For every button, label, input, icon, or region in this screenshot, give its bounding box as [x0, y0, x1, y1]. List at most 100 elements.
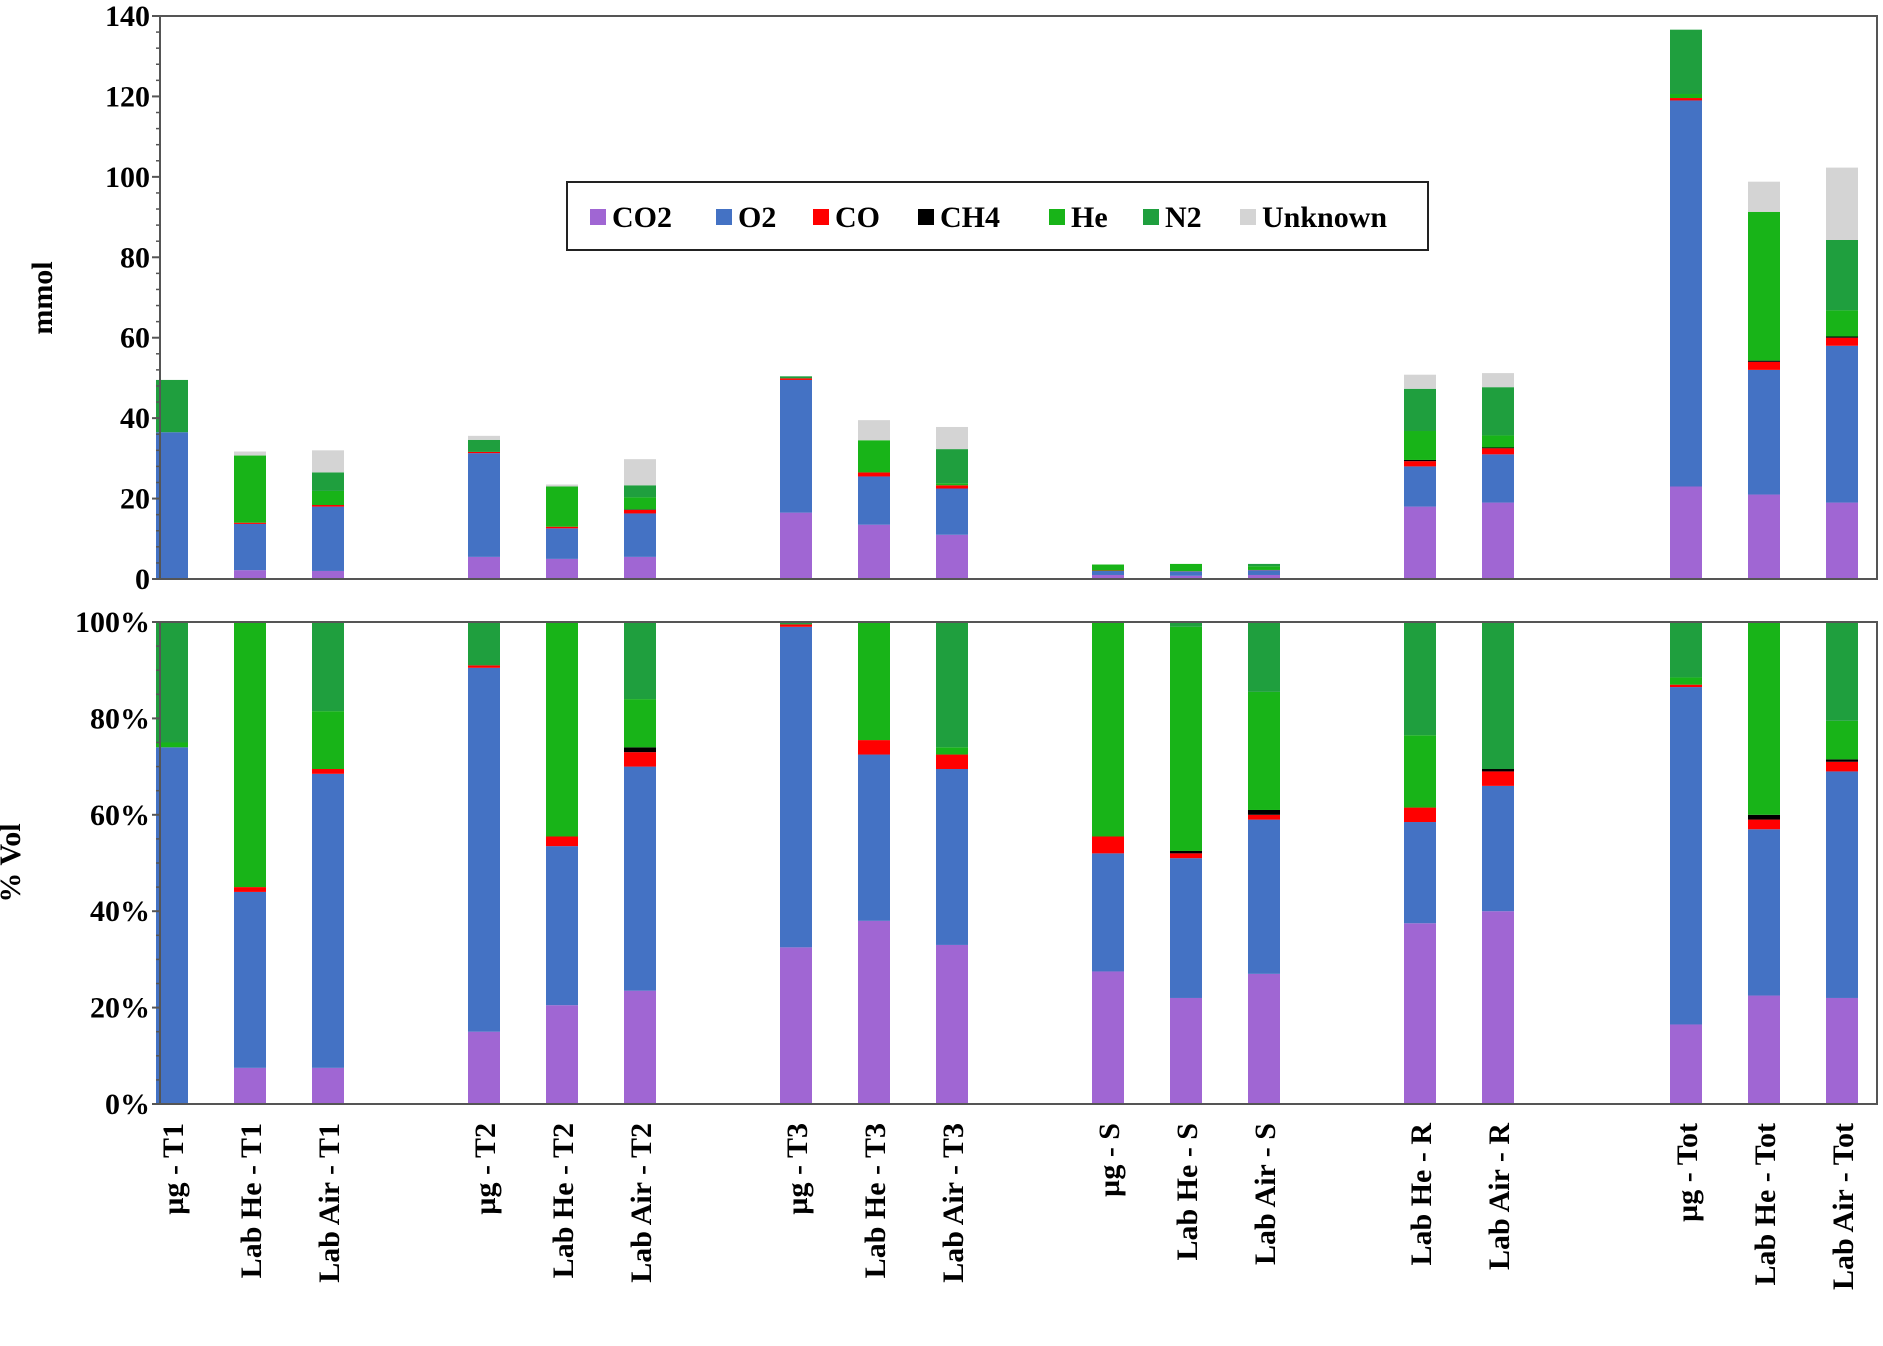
y-axis-title: mmol — [26, 261, 59, 334]
bar-vol-lab-he-t2-o2 — [546, 846, 578, 1005]
bar-mmol-lab-air-t1-n2 — [312, 472, 344, 490]
bar-vol-lab-air-t1-co2 — [312, 1068, 344, 1104]
bar-mmol-lab-air-t3-unknown — [936, 427, 968, 449]
bar-vol-lab-he-s-co2 — [1170, 998, 1202, 1104]
bar-mmol-lab-air-t2-o2 — [624, 513, 656, 556]
legend-swatch-o2 — [716, 209, 732, 225]
legend-label-co: CO — [835, 201, 880, 234]
bar-vol-g-s-co — [1092, 836, 1124, 853]
legend-swatch-ch4 — [918, 209, 934, 225]
bar-mmol-lab-air-t3-he — [936, 483, 968, 485]
y-tick-label: 40% — [90, 895, 150, 928]
bar-mmol-lab-he-tot-o2 — [1748, 370, 1780, 495]
bar-vol-lab-air-r-o2 — [1482, 786, 1514, 911]
bar-mmol-g-t2-co2 — [468, 557, 500, 579]
bar-vol-lab-air-tot-co — [1826, 762, 1858, 772]
y-tick-label: 40 — [120, 402, 150, 435]
category-label-lab-air-t1: Lab Air - T1 — [313, 1123, 346, 1283]
category-label-lab-air-tot: Lab Air - Tot — [1827, 1123, 1860, 1290]
bar-mmol-lab-he-r-co2 — [1404, 507, 1436, 579]
bar-vol-lab-he-r-he — [1404, 735, 1436, 807]
bar-mmol-lab-he-tot-co — [1748, 362, 1780, 370]
bottom-panel-vol: 0%20%40%60%80%100%% Vol — [0, 606, 1877, 1121]
bar-vol-g-t3-o2 — [780, 627, 812, 948]
bar-mmol-g-tot-co2 — [1670, 487, 1702, 579]
legend-swatch-co2 — [590, 209, 606, 225]
bar-vol-lab-air-t3-n2 — [936, 622, 968, 747]
bar-mmol-lab-air-tot-o2 — [1826, 346, 1858, 503]
category-label-lab-air-t3: Lab Air - T3 — [937, 1123, 970, 1283]
bar-vol-g-s-o2 — [1092, 853, 1124, 971]
legend-label-o2: O2 — [738, 201, 776, 234]
bar-vol-lab-he-t3-o2 — [858, 755, 890, 921]
bar-mmol-lab-he-t2-o2 — [546, 528, 578, 559]
bar-vol-lab-air-t3-co — [936, 755, 968, 769]
bar-vol-lab-air-s-ch4 — [1248, 810, 1280, 815]
bar-vol-lab-air-s-n2 — [1248, 622, 1280, 692]
bar-vol-g-t3-co2 — [780, 947, 812, 1104]
bar-vol-lab-air-t1-n2 — [312, 622, 344, 711]
bar-mmol-lab-air-r-unknown — [1482, 373, 1514, 387]
bar-mmol-lab-air-tot-co2 — [1826, 503, 1858, 579]
bar-vol-g-t2-o2 — [468, 668, 500, 1032]
y-tick-label: 0 — [135, 563, 150, 596]
bar-vol-lab-he-s-co — [1170, 853, 1202, 858]
bar-vol-lab-he-tot-co2 — [1748, 996, 1780, 1104]
legend-swatch-unknown — [1240, 209, 1256, 225]
bar-mmol-lab-he-tot-unknown — [1748, 182, 1780, 212]
bar-mmol-lab-he-t3-co2 — [858, 525, 890, 579]
y-tick-label: 20 — [120, 483, 150, 516]
bar-mmol-lab-he-t3-unknown — [858, 420, 890, 440]
y-tick-label: 60 — [120, 322, 150, 355]
bar-vol-lab-he-t3-co2 — [858, 921, 890, 1104]
bar-mmol-lab-he-t3-o2 — [858, 476, 890, 524]
y-tick-label: 100 — [105, 161, 150, 194]
bar-mmol-lab-he-t1-o2 — [234, 524, 266, 570]
bar-mmol-lab-air-t1-unknown — [312, 450, 344, 472]
bar-mmol-lab-he-t3-he — [858, 440, 890, 472]
bar-mmol-lab-air-t1-he — [312, 491, 344, 505]
bar-mmol-lab-he-r-n2 — [1404, 389, 1436, 431]
bar-vol-lab-air-s-he — [1248, 692, 1280, 810]
bar-vol-lab-he-s-o2 — [1170, 858, 1202, 998]
bar-mmol-lab-air-t1-co — [312, 505, 344, 507]
category-label-g-tot: µg - Tot — [1671, 1123, 1704, 1222]
bar-mmol-lab-he-t1-unknown — [234, 452, 266, 456]
bar-mmol-lab-he-t2-co — [546, 527, 578, 529]
bar-vol-lab-he-t1-co2 — [234, 1068, 266, 1104]
bar-vol-lab-air-t3-o2 — [936, 769, 968, 945]
bar-mmol-lab-air-tot-he — [1826, 310, 1858, 336]
bar-vol-g-tot-o2 — [1670, 687, 1702, 1024]
bar-vol-lab-air-t1-co — [312, 769, 344, 774]
legend-label-unknown: Unknown — [1262, 201, 1387, 234]
legend-label-co2: CO2 — [612, 201, 672, 234]
category-label-lab-he-r: Lab He - R — [1405, 1123, 1438, 1266]
bar-mmol-lab-air-t2-co — [624, 510, 656, 514]
legend-label-ch4: CH4 — [940, 201, 1000, 234]
bar-vol-lab-air-t1-he — [312, 711, 344, 769]
bar-vol-lab-he-tot-ch4 — [1748, 815, 1780, 820]
bar-vol-lab-air-tot-co2 — [1826, 998, 1858, 1104]
bar-vol-lab-he-t2-co — [546, 836, 578, 846]
bar-mmol-g-t2-unknown — [468, 436, 500, 440]
bar-mmol-lab-air-t1-co2 — [312, 571, 344, 579]
bar-vol-g-t2-co2 — [468, 1032, 500, 1104]
bar-vol-lab-air-t2-o2 — [624, 767, 656, 991]
y-tick-label: 60% — [90, 799, 150, 832]
bar-vol-g-tot-co — [1670, 685, 1702, 687]
bar-vol-lab-he-r-co — [1404, 808, 1436, 822]
bar-mmol-lab-air-t2-he — [624, 497, 656, 509]
bar-vol-g-t2-co — [468, 665, 500, 667]
bar-vol-g-t3-co — [780, 624, 812, 626]
bar-vol-lab-air-s-o2 — [1248, 820, 1280, 974]
bar-vol-lab-air-t2-n2 — [624, 622, 656, 699]
bar-vol-g-s-co2 — [1092, 971, 1124, 1104]
category-label-lab-he-t1: Lab He - T1 — [235, 1123, 268, 1278]
bar-mmol-lab-air-s-o2 — [1248, 570, 1280, 575]
y-tick-label: 80 — [120, 241, 150, 274]
bar-mmol-lab-air-t1-o2 — [312, 507, 344, 571]
bar-vol-lab-air-t3-he — [936, 747, 968, 754]
category-label-lab-air-r: Lab Air - R — [1483, 1123, 1516, 1270]
legend-label-n2: N2 — [1165, 201, 1202, 234]
